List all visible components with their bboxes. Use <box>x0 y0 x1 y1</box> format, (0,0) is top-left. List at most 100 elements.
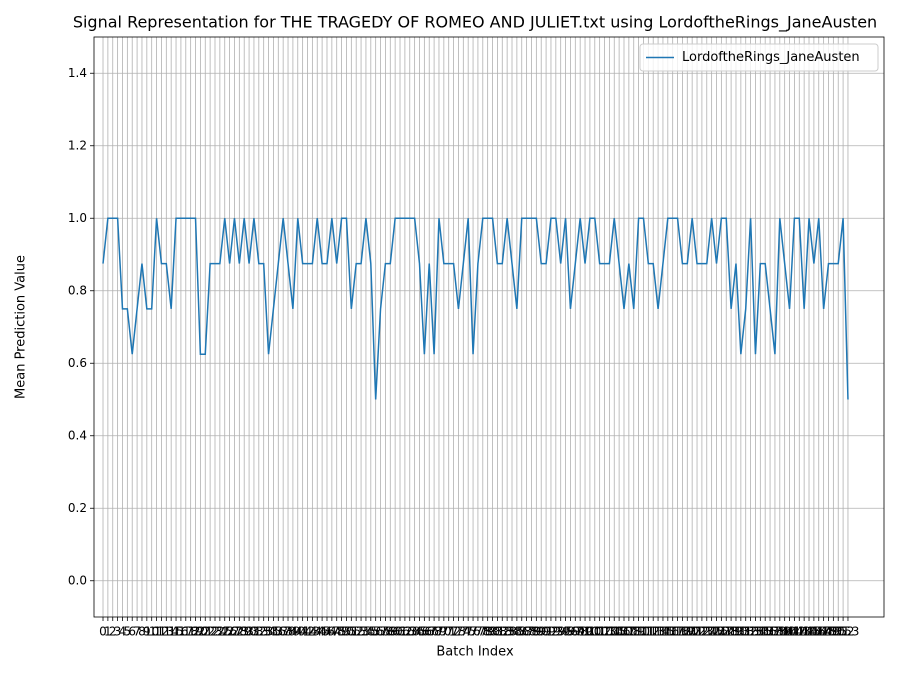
x-tick-label: 63 <box>402 625 417 639</box>
y-tick-label: 0.6 <box>68 356 87 370</box>
x-tick-label: 7 <box>133 625 141 639</box>
x-tick-label: 9 <box>143 625 151 639</box>
x-tick-label: 54 <box>358 625 373 639</box>
x-tick-label: 100 <box>578 625 601 639</box>
x-tick-label: 81 <box>490 625 505 639</box>
x-tick-label: 89 <box>529 625 544 639</box>
x-tick-label: 150 <box>822 625 845 639</box>
x-tick-label: 30 <box>241 625 256 639</box>
x-tick-label: 75 <box>461 625 476 639</box>
x-tick-label: 77 <box>470 625 485 639</box>
x-tick-label: 11 <box>149 625 164 639</box>
x-tick-label: 93 <box>548 625 563 639</box>
x-tick-label: 14 <box>164 625 179 639</box>
legend-label: LordoftheRings_JaneAusten <box>682 50 860 65</box>
x-tick-label: 86 <box>514 625 529 639</box>
x-tick-label: 140 <box>773 625 796 639</box>
x-tick-label: 20 <box>193 625 208 639</box>
x-tick-label: 32 <box>251 625 266 639</box>
x-tick-label: 124 <box>695 625 718 639</box>
x-tick-label: 90 <box>534 625 549 639</box>
x-tick-label: 96 <box>563 625 578 639</box>
x-tick-label: 85 <box>509 625 524 639</box>
x-tick-label: 102 <box>588 625 611 639</box>
x-tick-label: 122 <box>686 625 709 639</box>
x-tick-label: 60 <box>388 625 403 639</box>
x-tick-label: 135 <box>749 625 772 639</box>
x-tick-label: 4 <box>119 625 127 639</box>
x-tick-label: 53 <box>353 625 368 639</box>
x-tick-label: 8 <box>138 625 146 639</box>
x-tick-label: 117 <box>661 625 684 639</box>
y-tick-label: 0.2 <box>68 501 87 515</box>
x-tick-label: 0 <box>99 625 107 639</box>
y-tick-label: 1.0 <box>68 211 87 225</box>
y-tick-label: 0.0 <box>68 573 87 587</box>
y-axis-label: Mean Prediction Value <box>14 255 29 399</box>
x-tick-label: 80 <box>485 625 500 639</box>
x-tick-label: 50 <box>339 625 354 639</box>
x-tick-label: 121 <box>681 625 704 639</box>
x-tick-label: 28 <box>232 625 247 639</box>
x-tick-label: 55 <box>363 625 378 639</box>
x-tick-label: 76 <box>465 625 480 639</box>
x-tick-label: 51 <box>344 625 359 639</box>
x-tick-label: 123 <box>690 625 713 639</box>
x-tick-label: 148 <box>812 625 835 639</box>
x-tick-label: 94 <box>553 625 568 639</box>
x-tick-label: 133 <box>739 625 762 639</box>
x-tick-label: 126 <box>705 625 728 639</box>
x-tick-label: 92 <box>543 625 558 639</box>
x-tick-label: 66 <box>417 625 432 639</box>
x-tick-label: 15 <box>168 625 183 639</box>
x-tick-label: 1 <box>104 625 112 639</box>
x-tick-label: 38 <box>280 625 295 639</box>
x-tick-label: 137 <box>759 625 782 639</box>
x-tick-label: 57 <box>373 625 388 639</box>
x-tick-label: 112 <box>637 625 660 639</box>
x-tick-label: 2 <box>109 625 117 639</box>
x-tick-label: 146 <box>802 625 825 639</box>
x-tick-label: 113 <box>642 625 665 639</box>
x-tick-label: 82 <box>495 625 510 639</box>
x-tick-label: 138 <box>763 625 786 639</box>
x-axis-label: Batch Index <box>436 645 514 660</box>
y-tick-label: 0.4 <box>68 428 87 442</box>
line-series <box>102 217 849 400</box>
x-tick-label: 116 <box>656 625 679 639</box>
x-tick-label: 103 <box>593 625 616 639</box>
x-tick-label: 107 <box>613 625 636 639</box>
x-tick-label: 125 <box>700 625 723 639</box>
x-tick-label: 104 <box>598 625 621 639</box>
x-tick-label: 64 <box>407 625 422 639</box>
x-tick-label: 88 <box>524 625 539 639</box>
x-tick-label: 105 <box>603 625 626 639</box>
x-tick-label: 47 <box>324 625 339 639</box>
x-tick-label: 33 <box>256 625 271 639</box>
x-tick-label: 147 <box>807 625 830 639</box>
x-tick-label: 43 <box>305 625 320 639</box>
x-tick-label: 16 <box>173 625 188 639</box>
x-tick-label: 87 <box>519 625 534 639</box>
x-tick-label: 144 <box>793 625 816 639</box>
x-tick-label: 35 <box>266 625 281 639</box>
x-tick-label: 152 <box>832 625 855 639</box>
x-tick-label: 59 <box>383 625 398 639</box>
x-tick-label: 84 <box>504 625 519 639</box>
x-tick-label: 136 <box>754 625 777 639</box>
x-tick-label: 101 <box>583 625 606 639</box>
x-tick-label: 71 <box>441 625 456 639</box>
x-tick-label: 42 <box>300 625 315 639</box>
x-tick-label: 109 <box>622 625 645 639</box>
x-tick-label: 31 <box>246 625 261 639</box>
y-tick-label: 1.2 <box>68 138 87 152</box>
x-tick-label: 26 <box>222 625 237 639</box>
x-tick-label: 65 <box>412 625 427 639</box>
x-tick-label: 29 <box>237 625 252 639</box>
x-tick-label: 127 <box>710 625 733 639</box>
x-tick-label: 149 <box>817 625 840 639</box>
x-tick-label: 46 <box>319 625 334 639</box>
x-tick-label: 128 <box>715 625 738 639</box>
x-tick-label: 129 <box>720 625 743 639</box>
